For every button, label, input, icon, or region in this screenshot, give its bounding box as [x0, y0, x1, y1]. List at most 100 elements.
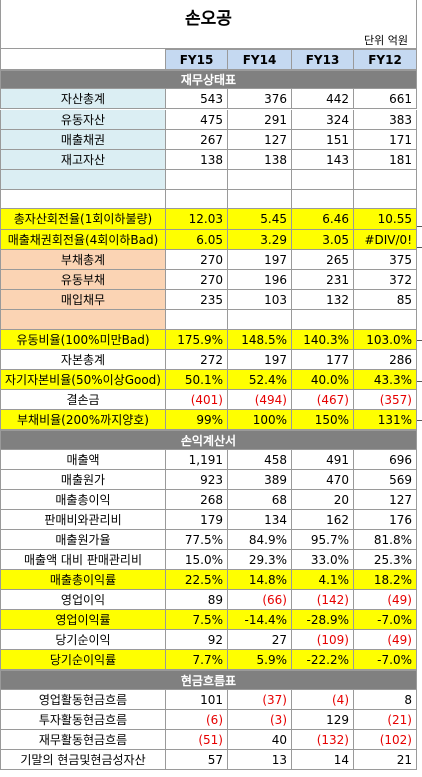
value-cell[interactable]: 179: [166, 510, 228, 530]
section-income-statement[interactable]: 손익계산서: [0, 430, 417, 450]
value-cell[interactable]: 33.0%: [292, 550, 354, 570]
header-cell-fy12[interactable]: FY12: [354, 49, 417, 70]
row-label-cell[interactable]: 매입채무: [0, 290, 166, 310]
row-label-cell[interactable]: 재고자산: [0, 150, 166, 170]
row-label-cell[interactable]: 부채총계: [0, 250, 166, 270]
value-cell[interactable]: [292, 170, 354, 190]
value-cell[interactable]: 21: [354, 750, 417, 770]
header-cell-fy13[interactable]: FY13: [292, 49, 354, 70]
header-cell-fy15[interactable]: FY15: [166, 49, 228, 70]
value-cell[interactable]: (3): [228, 710, 292, 730]
value-cell[interactable]: 7.7%: [166, 650, 228, 670]
value-cell[interactable]: [228, 190, 292, 209]
row-label-cell[interactable]: 영업활동현금흐름: [0, 690, 166, 710]
value-cell[interactable]: 470: [292, 470, 354, 490]
value-cell[interactable]: 291: [228, 110, 292, 130]
row-label-cell[interactable]: 매출액: [0, 450, 166, 470]
value-cell[interactable]: 95.7%: [292, 530, 354, 550]
value-cell[interactable]: 376: [228, 89, 292, 109]
value-cell[interactable]: 127: [354, 490, 417, 510]
value-cell[interactable]: 5.45: [228, 209, 292, 230]
value-cell[interactable]: 140.3%: [292, 330, 354, 350]
value-cell[interactable]: 543: [166, 89, 228, 109]
value-cell[interactable]: 57: [166, 750, 228, 770]
value-cell[interactable]: (37): [228, 690, 292, 710]
value-cell[interactable]: 143: [292, 150, 354, 170]
row-label-cell[interactable]: 유동부채: [0, 270, 166, 290]
value-cell[interactable]: 134: [228, 510, 292, 530]
value-cell[interactable]: (4): [292, 690, 354, 710]
value-cell[interactable]: 150%: [292, 410, 354, 430]
value-cell[interactable]: 12.03: [166, 209, 228, 230]
value-cell[interactable]: [228, 170, 292, 190]
value-cell[interactable]: (357): [354, 390, 417, 410]
value-cell[interactable]: (66): [228, 590, 292, 610]
row-label-cell[interactable]: 영업이익: [0, 590, 166, 610]
value-cell[interactable]: 5.9%: [228, 650, 292, 670]
value-cell[interactable]: -7.0%: [354, 610, 417, 630]
value-cell[interactable]: 85: [354, 290, 417, 310]
value-cell[interactable]: [292, 310, 354, 330]
value-cell[interactable]: (49): [354, 630, 417, 650]
value-cell[interactable]: (467): [292, 390, 354, 410]
row-label-cell[interactable]: 자산총계: [0, 89, 166, 109]
value-cell[interactable]: -14.4%: [228, 610, 292, 630]
value-cell[interactable]: 491: [292, 450, 354, 470]
row-label-cell[interactable]: 유동자산: [0, 110, 166, 130]
value-cell[interactable]: 92: [166, 630, 228, 650]
value-cell[interactable]: 372: [354, 270, 417, 290]
value-cell[interactable]: 267: [166, 130, 228, 150]
value-cell[interactable]: (21): [354, 710, 417, 730]
value-cell[interactable]: (401): [166, 390, 228, 410]
value-cell[interactable]: 383: [354, 110, 417, 130]
value-cell[interactable]: 270: [166, 250, 228, 270]
row-label-cell[interactable]: 매출채권: [0, 130, 166, 150]
value-cell[interactable]: 6.05: [166, 230, 228, 250]
value-cell[interactable]: 52.4%: [228, 370, 292, 390]
value-cell[interactable]: 696: [354, 450, 417, 470]
value-cell[interactable]: 81.8%: [354, 530, 417, 550]
value-cell[interactable]: -22.2%: [292, 650, 354, 670]
row-label-cell[interactable]: 매출원가율: [0, 530, 166, 550]
value-cell[interactable]: (102): [354, 730, 417, 750]
row-label-cell[interactable]: 매출채권회전율(4회이하Bad): [0, 230, 166, 250]
value-cell[interactable]: [166, 310, 228, 330]
row-label-cell[interactable]: 부채비율(200%까지양호): [0, 410, 166, 430]
value-cell[interactable]: (49): [354, 590, 417, 610]
value-cell[interactable]: 151: [292, 130, 354, 150]
value-cell[interactable]: 14: [292, 750, 354, 770]
value-cell[interactable]: 40.0%: [292, 370, 354, 390]
value-cell[interactable]: -7.0%: [354, 650, 417, 670]
value-cell[interactable]: 15.0%: [166, 550, 228, 570]
value-cell[interactable]: 235: [166, 290, 228, 310]
value-cell[interactable]: (6): [166, 710, 228, 730]
row-label-cell[interactable]: 당기순이익: [0, 630, 166, 650]
value-cell[interactable]: 138: [228, 150, 292, 170]
value-cell[interactable]: 569: [354, 470, 417, 490]
value-cell[interactable]: 442: [292, 89, 354, 109]
row-label-cell[interactable]: 매출액 대비 판매관리비: [0, 550, 166, 570]
row-label-cell[interactable]: 투자활동현금흐름: [0, 710, 166, 730]
value-cell[interactable]: 8: [354, 690, 417, 710]
value-cell[interactable]: 100%: [228, 410, 292, 430]
value-cell[interactable]: 475: [166, 110, 228, 130]
value-cell[interactable]: 162: [292, 510, 354, 530]
value-cell[interactable]: 148.5%: [228, 330, 292, 350]
row-label-cell[interactable]: 자본총계: [0, 350, 166, 370]
value-cell[interactable]: 171: [354, 130, 417, 150]
value-cell[interactable]: 265: [292, 250, 354, 270]
value-cell[interactable]: 270: [166, 270, 228, 290]
value-cell[interactable]: 196: [228, 270, 292, 290]
value-cell[interactable]: 661: [354, 89, 417, 109]
row-label-cell[interactable]: 매출총이익: [0, 490, 166, 510]
row-label-cell[interactable]: 기말의 현금및현금성자산: [0, 750, 166, 770]
value-cell[interactable]: 197: [228, 250, 292, 270]
unit-label[interactable]: 단위 억원: [0, 32, 417, 49]
value-cell[interactable]: 129: [292, 710, 354, 730]
value-cell[interactable]: 131%: [354, 410, 417, 430]
value-cell[interactable]: -28.9%: [292, 610, 354, 630]
row-label-cell[interactable]: 결손금: [0, 390, 166, 410]
row-label-cell[interactable]: 재무활동현금흐름: [0, 730, 166, 750]
value-cell[interactable]: 40: [228, 730, 292, 750]
value-cell[interactable]: 375: [354, 250, 417, 270]
